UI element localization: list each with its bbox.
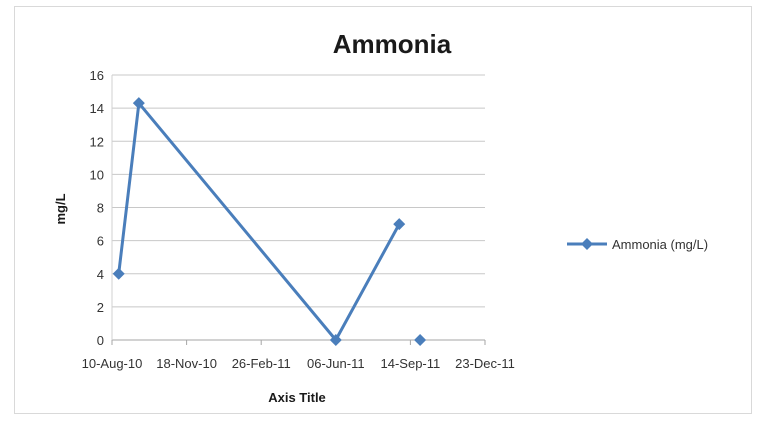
x-tick-label: 23-Dec-11: [455, 356, 515, 371]
y-tick-label: 6: [97, 234, 104, 249]
y-tick-label: 10: [90, 167, 104, 182]
data-point-marker: [414, 334, 427, 346]
x-axis-title: Axis Title: [268, 390, 326, 405]
x-tick-label: 26-Feb-11: [232, 356, 291, 371]
y-tick-label: 14: [90, 101, 104, 116]
ammonia-line-chart: 0 2 4 6 8 10 12 14 16 10-Aug-10 18-Nov-10 26-Feb-11…: [53, 29, 708, 405]
y-tick-label: 12: [90, 134, 104, 149]
data-point-marker: [393, 218, 406, 231]
chart-area: 0 2 4 6 8 10 12 14 16 10-Aug-10 18-Nov-10 26-Feb-11…: [14, 6, 752, 414]
series-ammonia: [112, 97, 427, 346]
legend-marker: [581, 238, 593, 250]
x-tick-label: 10-Aug-10: [82, 356, 143, 371]
data-point-marker: [329, 334, 342, 346]
y-tick-label: 8: [97, 201, 104, 216]
y-tick-label: 16: [90, 68, 104, 83]
x-tick-label: 06-Jun-11: [307, 356, 365, 371]
chart-title: Ammonia: [333, 29, 452, 59]
y-tick-label: 2: [97, 300, 104, 315]
y-tick-label: 0: [97, 333, 104, 348]
data-point-marker: [112, 267, 125, 280]
data-point-marker: [132, 97, 145, 110]
y-tick-label: 4: [97, 267, 104, 282]
legend-label: Ammonia (mg/L): [612, 237, 708, 252]
series-line: [117, 101, 401, 342]
tick-labels: 0 2 4 6 8 10 12 14 16 10-Aug-10 18-Nov-10 26-Feb-11…: [82, 68, 515, 371]
x-tick-label: 18-Nov-10: [156, 356, 217, 371]
axes: [111, 75, 486, 345]
legend: Ammonia (mg/L): [567, 237, 708, 252]
gridlines: [112, 74, 485, 308]
x-tick-label: 14-Sep-11: [381, 356, 441, 371]
y-axis-title: mg/L: [53, 193, 68, 224]
